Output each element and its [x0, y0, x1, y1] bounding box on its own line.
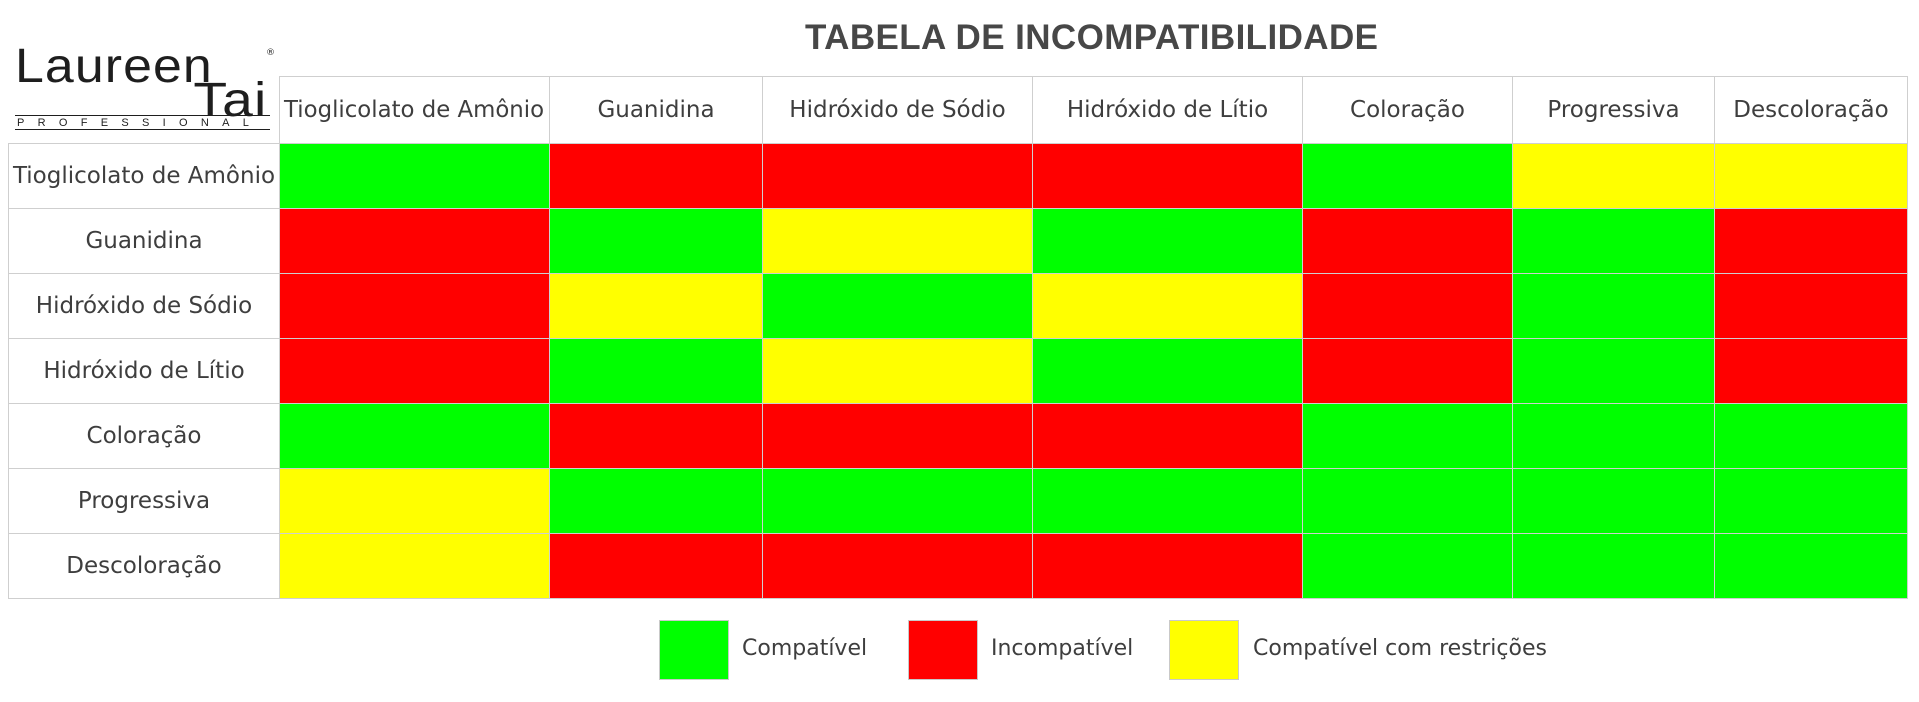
matrix-cell — [1714, 208, 1908, 274]
column-header-label: Hidróxido de Lítio — [1066, 97, 1269, 123]
column-header: Descoloração — [1714, 76, 1908, 144]
matrix-cell — [1714, 533, 1908, 599]
matrix-cell — [762, 403, 1033, 469]
matrix-cell — [1714, 338, 1908, 404]
matrix-cell — [762, 468, 1033, 534]
matrix-cell — [1512, 143, 1715, 209]
matrix-cell — [279, 273, 550, 339]
column-header-label: Tioglicolato de Amônio — [284, 97, 545, 123]
matrix-cell — [1512, 468, 1715, 534]
matrix-cell — [549, 403, 763, 469]
column-header-label: Descoloração — [1733, 97, 1889, 123]
matrix-cell — [1032, 143, 1303, 209]
legend-swatch — [908, 620, 978, 680]
matrix-cell — [549, 468, 763, 534]
matrix-cell — [1302, 468, 1513, 534]
logo-tagline: PROFESSIONAL — [17, 117, 263, 129]
matrix-cell — [549, 143, 763, 209]
row-header: Hidróxido de Lítio — [8, 338, 280, 404]
column-header: Coloração — [1302, 76, 1513, 144]
matrix-cell — [762, 143, 1033, 209]
matrix-cell — [1714, 143, 1908, 209]
matrix-cell — [1302, 403, 1513, 469]
matrix-cell — [1714, 403, 1908, 469]
row-header-label: Coloração — [86, 423, 202, 449]
matrix-cell — [1032, 403, 1303, 469]
matrix-cell — [279, 208, 550, 274]
column-header: Progressiva — [1512, 76, 1715, 144]
column-header-label: Coloração — [1350, 97, 1465, 123]
row-header: Tioglicolato de Amônio — [8, 143, 280, 209]
matrix-cell — [1302, 338, 1513, 404]
column-header: Hidróxido de Sódio — [762, 76, 1033, 144]
column-header: Hidróxido de Lítio — [1032, 76, 1303, 144]
matrix-cell — [279, 468, 550, 534]
matrix-cell — [1302, 533, 1513, 599]
row-header-label: Hidróxido de Lítio — [43, 358, 245, 384]
matrix-cell — [762, 273, 1033, 339]
logo-divider-top — [15, 115, 270, 116]
column-header: Tioglicolato de Amônio — [279, 76, 550, 144]
matrix-cell — [1512, 403, 1715, 469]
logo-word-tai: Tai — [192, 74, 267, 127]
column-header: Guanidina — [549, 76, 763, 144]
column-header-label: Progressiva — [1547, 97, 1680, 123]
matrix-cell — [549, 273, 763, 339]
logo-divider-bottom — [15, 129, 270, 130]
row-header: Descoloração — [8, 533, 280, 599]
matrix-cell — [1512, 533, 1715, 599]
page-title: TABELA DE INCOMPATIBILIDADE — [805, 18, 1379, 57]
legend-swatch — [659, 620, 729, 680]
matrix-cell — [279, 338, 550, 404]
matrix-cell — [1714, 273, 1908, 339]
matrix-cell — [1302, 273, 1513, 339]
matrix-cell — [1032, 208, 1303, 274]
matrix-cell — [1714, 468, 1908, 534]
column-header-label: Hidróxido de Sódio — [789, 97, 1006, 123]
matrix-cell — [1032, 533, 1303, 599]
row-header-label: Descoloração — [66, 553, 222, 579]
matrix-cell — [1302, 143, 1513, 209]
legend-label: Compatível — [742, 636, 868, 661]
row-header-label: Guanidina — [85, 228, 203, 254]
matrix-cell — [762, 208, 1033, 274]
matrix-cell — [762, 338, 1033, 404]
matrix-cell — [1032, 468, 1303, 534]
matrix-cell — [762, 533, 1033, 599]
legend-swatch — [1169, 620, 1239, 680]
matrix-cell — [1032, 338, 1303, 404]
matrix-cell — [1302, 208, 1513, 274]
matrix-cell — [1512, 273, 1715, 339]
row-header: Hidróxido de Sódio — [8, 273, 280, 339]
row-header: Guanidina — [8, 208, 280, 274]
legend-label: Incompatível — [991, 636, 1134, 661]
brand-logo: Laureen ® Tai PROFESSIONAL — [13, 43, 275, 133]
row-header: Progressiva — [8, 468, 280, 534]
registered-mark: ® — [266, 48, 275, 58]
matrix-cell — [279, 403, 550, 469]
matrix-cell — [549, 338, 763, 404]
matrix-cell — [549, 533, 763, 599]
matrix-cell — [1512, 208, 1715, 274]
matrix-cell — [549, 208, 763, 274]
row-header-label: Progressiva — [77, 488, 211, 514]
row-header-label: Tioglicolato de Amônio — [12, 163, 276, 189]
row-header: Coloração — [8, 403, 280, 469]
matrix-cell — [279, 533, 550, 599]
matrix-cell — [1032, 273, 1303, 339]
logo-word-laureen: Laureen — [15, 40, 213, 93]
legend-label: Compatível com restrições — [1253, 636, 1547, 661]
matrix-cell — [279, 143, 550, 209]
matrix-cell — [1512, 338, 1715, 404]
column-header-label: Guanidina — [597, 97, 715, 123]
row-header-label: Hidróxido de Sódio — [35, 293, 253, 319]
